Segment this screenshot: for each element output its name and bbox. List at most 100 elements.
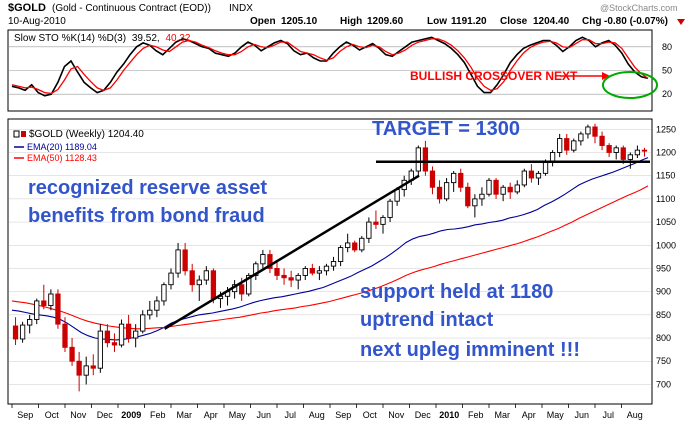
candle	[90, 354, 96, 376]
candle-body	[422, 147, 429, 172]
candle	[514, 180, 520, 195]
candle	[125, 314, 132, 343]
sto-legend-d: 40.32	[165, 33, 190, 44]
candle	[154, 296, 160, 318]
candle-body	[161, 284, 167, 302]
close-label: Close	[500, 16, 528, 27]
annotation-right-2: uptrend intact	[360, 309, 494, 331]
candle	[521, 168, 527, 188]
candle	[429, 166, 436, 195]
low-label: Low	[427, 16, 447, 27]
candle-body	[394, 189, 400, 202]
candle	[62, 317, 68, 352]
candle	[535, 171, 542, 185]
candle-body	[613, 147, 619, 153]
price-tick-label: 1150	[656, 171, 675, 181]
candle	[436, 180, 443, 204]
candle-body	[627, 154, 633, 160]
x-tick-label: Mar	[177, 410, 193, 420]
price-tick-label: 750	[656, 356, 671, 366]
price-tick-label: 850	[656, 310, 671, 320]
candle-body	[514, 184, 520, 193]
candle-body	[535, 172, 542, 179]
candle-body	[542, 161, 549, 174]
price-tick-label: 1200	[656, 147, 676, 157]
candle-body	[436, 186, 443, 200]
candle-body	[168, 272, 174, 286]
candle	[337, 245, 344, 267]
high-value: 1209.60	[367, 16, 404, 27]
x-tick-label: Oct	[363, 410, 378, 420]
candle-body	[458, 172, 464, 188]
candle-body	[330, 261, 337, 267]
candle	[359, 235, 365, 253]
candle-body	[140, 314, 146, 332]
price-tick-label: 1250	[656, 124, 676, 134]
candle	[41, 284, 47, 310]
sto-annotation: BULLISH CROSSOVER NEXT	[410, 69, 578, 83]
legend-main: $GOLD (Weekly) 1204.40	[29, 129, 144, 140]
candle-body	[337, 247, 344, 262]
candle	[323, 263, 330, 276]
candle-body	[486, 179, 492, 195]
candle	[175, 242, 181, 278]
annotation-left-2: benefits from bond fraud	[28, 205, 265, 227]
price-grid	[9, 129, 651, 385]
candle-body	[316, 270, 323, 274]
candle	[48, 289, 54, 311]
candle-body	[585, 126, 591, 135]
candle	[69, 338, 75, 366]
candle-body	[359, 237, 365, 251]
candle	[253, 261, 259, 281]
candle	[104, 324, 111, 348]
chart-watermark: @StockCharts.com	[600, 3, 678, 13]
candle	[571, 138, 577, 153]
candle-body	[564, 138, 570, 151]
chart-date: 10-Aug-2010	[8, 16, 66, 27]
candle	[34, 298, 40, 325]
x-tick-label: Jul	[284, 410, 296, 420]
candle	[641, 147, 648, 157]
candle	[118, 319, 125, 348]
open-value: 1205.10	[281, 16, 318, 27]
candle	[147, 300, 153, 320]
candle-body	[500, 186, 506, 195]
candle	[260, 249, 266, 269]
x-tick-label: Apr	[522, 410, 536, 420]
chg-value: -0.80 (-0.07%)	[604, 16, 668, 27]
reference-lines	[163, 160, 650, 330]
candlesticks	[12, 123, 648, 392]
candle-body	[493, 179, 499, 195]
ema-lines	[11, 157, 649, 341]
candle	[83, 356, 89, 385]
candle-body	[352, 242, 358, 251]
price-tick-label: 900	[656, 287, 671, 297]
sto-tick-label: 20	[662, 89, 672, 99]
sto-d-line	[11, 38, 649, 95]
candle-body	[606, 145, 612, 153]
candle	[592, 123, 598, 144]
candle	[500, 184, 506, 202]
candle	[267, 249, 273, 274]
candle-body	[443, 182, 450, 200]
candle-body	[528, 170, 535, 179]
candle-body	[267, 254, 273, 269]
x-tick-label: Feb	[150, 410, 166, 420]
price-legend: $GOLD (Weekly) 1204.40 EMA(20) 1189.04 E…	[13, 129, 144, 163]
candle	[55, 289, 61, 329]
candle	[599, 131, 605, 151]
candle	[493, 177, 499, 199]
candle	[507, 182, 513, 199]
candle-body	[125, 323, 132, 339]
x-tick-label: Apr	[204, 410, 218, 420]
candle	[295, 273, 301, 290]
candle	[203, 266, 209, 285]
x-tick-label: Sep	[17, 410, 33, 420]
candle-body	[90, 365, 96, 369]
candle-body	[55, 293, 61, 325]
candle	[345, 233, 351, 253]
candle-body	[19, 324, 26, 340]
candle	[309, 263, 315, 276]
candle-body	[62, 323, 68, 348]
price-tick-label: 1100	[656, 194, 675, 204]
